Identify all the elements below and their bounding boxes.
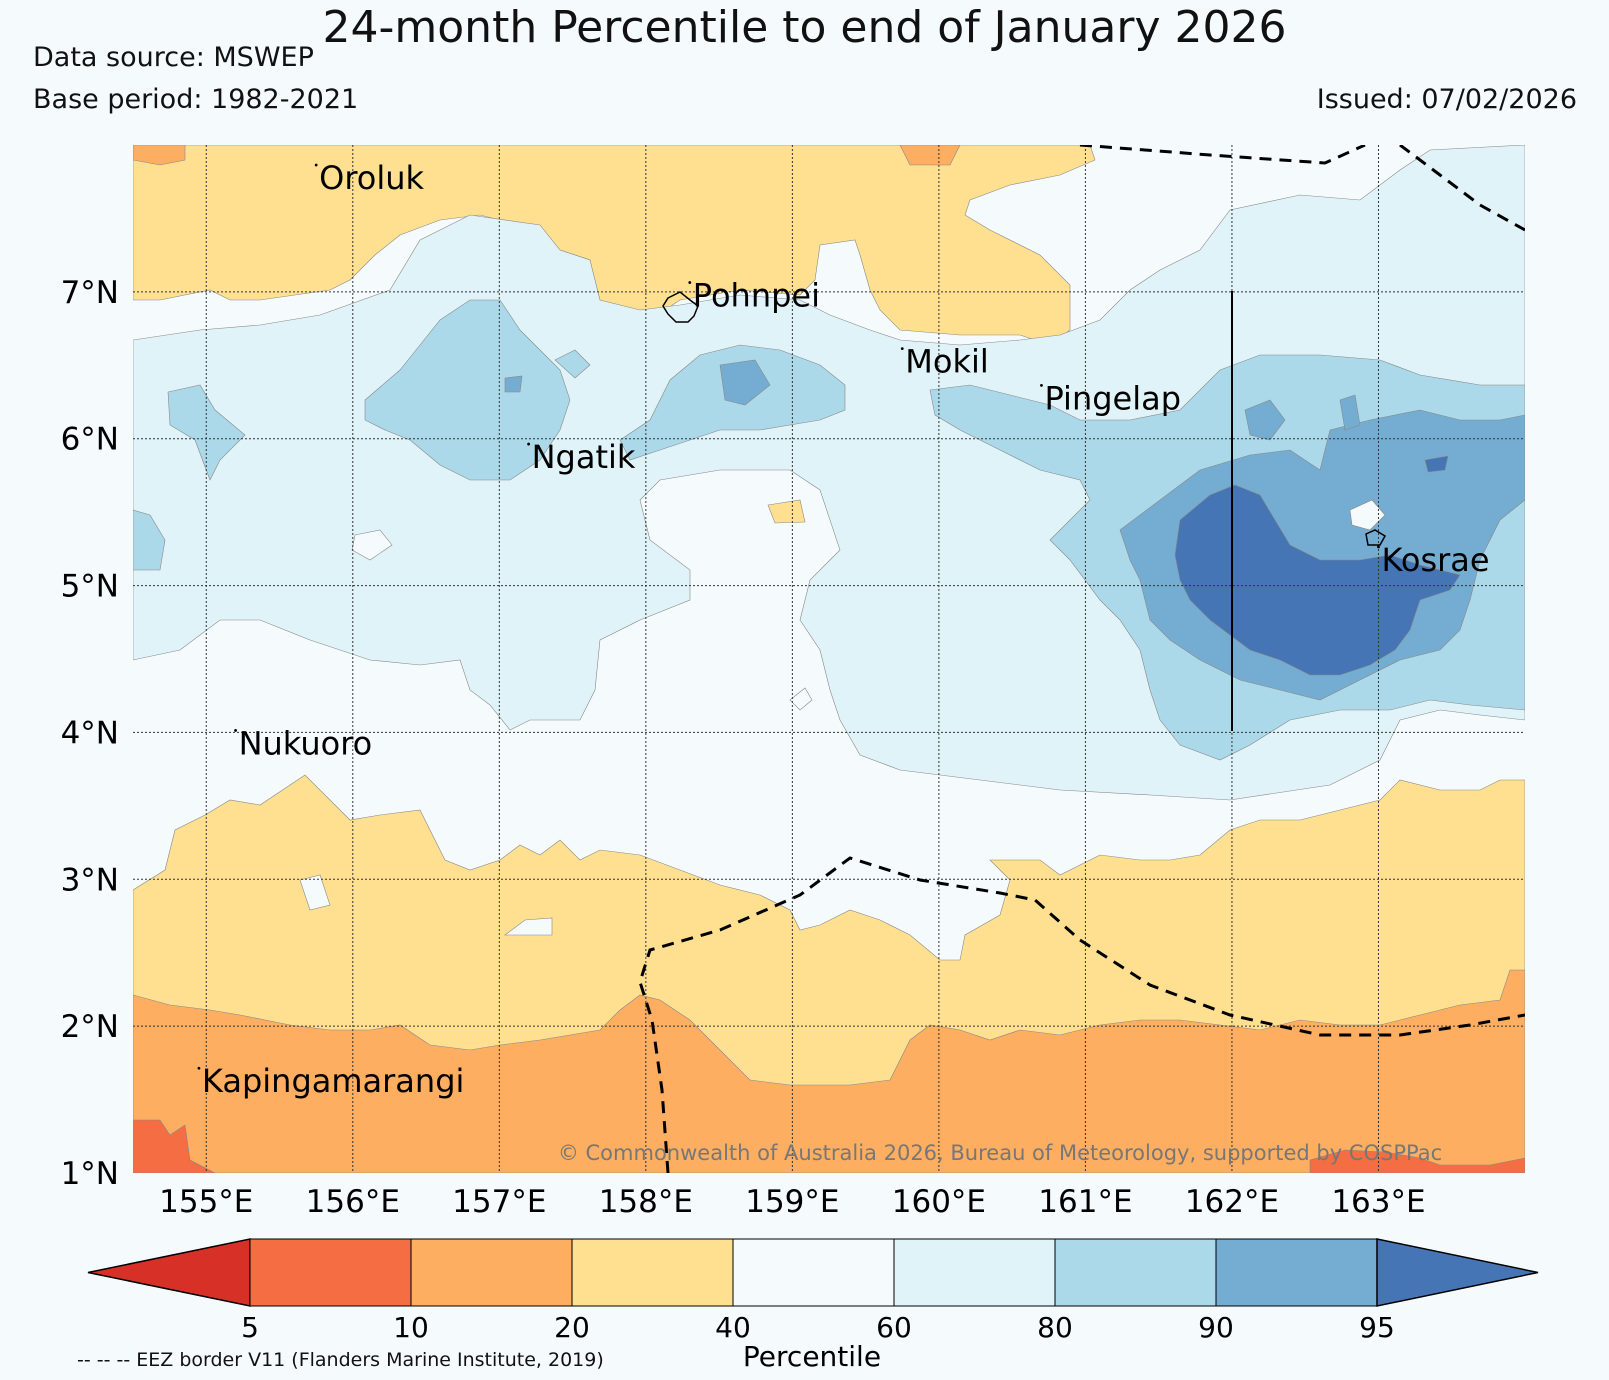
- colorbar-segment: [1054, 1238, 1217, 1307]
- place-labels: Oroluk Pohnpei Mokil Pingelap Ngatik Kosrae Nu…: [197, 159, 1490, 1100]
- data-source: Data source: MSWEP: [33, 42, 314, 73]
- lon-tick-label: 159°E: [745, 1184, 839, 1220]
- place-label-pohnpei: Pohnpei: [693, 277, 820, 315]
- place-label-nukuoro: Nukuoro: [239, 724, 373, 762]
- colorbar-tick-label: 90: [1198, 1311, 1234, 1344]
- colorbar-segment: [249, 1238, 412, 1307]
- region-above-95: [1174, 484, 1461, 676]
- colorbar-tick-label: 80: [1037, 1311, 1073, 1344]
- eez-border-south: [638, 856, 1525, 1173]
- place-label-mokil: Mokil: [905, 343, 989, 381]
- lon-tick-label: 161°E: [1038, 1184, 1132, 1220]
- place-marker: [688, 281, 692, 284]
- pohnpei-island: [662, 291, 699, 323]
- place-marker: [900, 347, 904, 351]
- issued-date: Issued: 07/02/2026: [1316, 84, 1577, 115]
- region-80-90-pohnpei: [619, 344, 846, 461]
- eez-border-northeast: [1399, 145, 1525, 232]
- colorbar-extend-high: [1376, 1238, 1539, 1307]
- lon-tick-label: 158°E: [599, 1184, 693, 1220]
- place-marker: [527, 442, 531, 446]
- lon-tick-label: 163°E: [1331, 1184, 1425, 1220]
- kosrae-island: [1365, 529, 1387, 546]
- place-label-pingelap: Pingelap: [1044, 379, 1181, 417]
- place-label-kosrae: Kosrae: [1381, 541, 1489, 579]
- lon-tick-label: 156°E: [306, 1184, 400, 1220]
- region-10-20-north: [133, 145, 186, 166]
- lat-tick-label: 4°N: [61, 715, 119, 751]
- colorbar-label: Percentile: [743, 1340, 881, 1373]
- place-marker: [197, 1066, 201, 1070]
- lat-tick-label: 1°N: [61, 1156, 119, 1192]
- place-marker: [1040, 383, 1043, 387]
- region-10-20-south: [133, 969, 1525, 1173]
- lat-tick-label: 2°N: [61, 1009, 119, 1045]
- lon-tick-label: 157°E: [452, 1184, 546, 1220]
- colorbar-segment: [732, 1238, 895, 1307]
- map-title: 24-month Percentile to end of January 20…: [322, 2, 1287, 53]
- colorbar-tick-label: 10: [393, 1311, 429, 1344]
- place-marker: [234, 729, 237, 732]
- lon-tick-label: 160°E: [892, 1184, 986, 1220]
- colorbar-tick-label: 95: [1359, 1311, 1395, 1344]
- region-20-40-north: [133, 145, 1096, 346]
- colorbar-segment: [893, 1238, 1056, 1307]
- place-marker: [314, 163, 318, 167]
- colorbar-tick-label: 60: [876, 1311, 912, 1344]
- eez-legend-note: -- -- -- EEZ border V11 (Flanders Marine…: [77, 1349, 604, 1371]
- colorbar: 5 10 20 40 60 80 90 95: [87, 1238, 1539, 1344]
- region-80-90-west: [364, 299, 571, 481]
- colorbar-segment: [1215, 1238, 1378, 1307]
- eez-border-north: [1079, 145, 1366, 165]
- place-marker: [1377, 545, 1380, 549]
- lon-tick-label: 155°E: [159, 1184, 253, 1220]
- colorbar-tick-label: 20: [554, 1311, 590, 1344]
- lon-tick-label: 162°E: [1185, 1184, 1279, 1220]
- copyright-notice: © Commonwealth of Australia 2026, Bureau…: [558, 1141, 1442, 1165]
- lat-tick-label: 3°N: [61, 862, 119, 898]
- place-label-ngatik: Ngatik: [532, 438, 636, 476]
- lat-tick-label: 7°N: [61, 275, 119, 311]
- lat-tick-label: 5°N: [61, 569, 119, 605]
- colorbar-extend-low: [87, 1238, 251, 1307]
- map-gridlines: [133, 145, 1525, 1173]
- colorbar-tick-label: 5: [241, 1311, 259, 1344]
- place-label-kapingamarangi: Kapingamarangi: [202, 1062, 464, 1100]
- region-5-10: [133, 1119, 216, 1173]
- place-label-oroluk: Oroluk: [319, 159, 424, 197]
- axis-labels: 155°E 156°E 157°E 158°E 159°E 160°E 161°E 162°E…: [61, 275, 1426, 1220]
- lat-tick-label: 6°N: [61, 422, 119, 458]
- colorbar-segment: [571, 1238, 734, 1307]
- colorbar-tick-label: 40: [715, 1311, 751, 1344]
- base-period: Base period: 1982-2021: [33, 84, 359, 115]
- eez-borders: [638, 145, 1525, 1173]
- colorbar-segment: [410, 1238, 573, 1307]
- percentile-fill-regions: [133, 145, 1525, 1173]
